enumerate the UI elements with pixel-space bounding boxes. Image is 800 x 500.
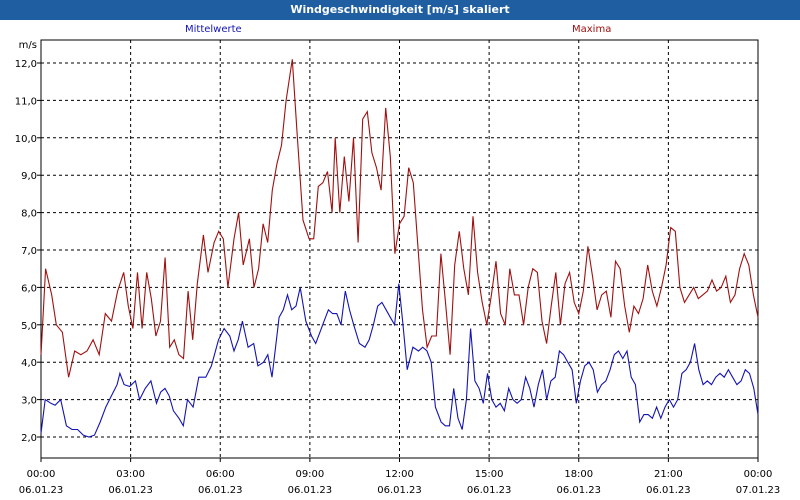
legend-mittelwerte: Mittelwerte (185, 24, 242, 35)
y-tick-label: 7,0 (21, 246, 37, 257)
x-tick-time: 21:00 (654, 469, 683, 480)
chart-title: Windgeschwindigkeit [m/s] skaliert (0, 0, 800, 20)
x-tick-time: 03:00 (116, 469, 145, 480)
y-tick-label: 2,0 (21, 433, 37, 444)
y-tick-label: 12,0 (15, 59, 37, 70)
y-tick-label: 11,0 (15, 96, 37, 107)
y-tick-label: 3,0 (21, 396, 37, 407)
x-tick-date: 06.01.23 (198, 485, 243, 496)
series-maxima-line (40, 59, 759, 378)
y-tick-label: 6,0 (21, 283, 37, 294)
y-tick-label: 8,0 (21, 209, 37, 220)
x-tick-time: 00:00 (27, 469, 56, 480)
y-tick-label: 9,0 (21, 171, 37, 182)
plot-frame (40, 39, 759, 459)
y-tick-label: 5,0 (21, 321, 37, 332)
x-tick-date: 07.01.23 (736, 485, 781, 496)
legend-maxima: Maxima (572, 24, 612, 35)
x-tick-date: 06.01.23 (646, 485, 691, 496)
x-tick-date: 06.01.23 (556, 485, 601, 496)
series-mittelwerte-line (40, 283, 759, 438)
y-axis-unit: m/s (19, 40, 37, 51)
x-tick-time: 15:00 (475, 469, 504, 480)
x-tick-date: 06.01.23 (288, 485, 333, 496)
x-tick-time: 09:00 (295, 469, 324, 480)
x-tick-date: 06.01.23 (377, 485, 422, 496)
x-tick-date: 06.01.23 (467, 485, 512, 496)
x-tick-time: 18:00 (564, 469, 593, 480)
x-tick-time: 06:00 (206, 469, 235, 480)
y-tick-label: 10,0 (15, 134, 37, 145)
y-tick-label: 4,0 (21, 358, 37, 369)
x-tick-time: 12:00 (385, 469, 414, 480)
x-tick-date: 06.01.23 (108, 485, 153, 496)
x-tick-time: 00:00 (744, 469, 773, 480)
x-tick-date: 06.01.23 (19, 485, 64, 496)
